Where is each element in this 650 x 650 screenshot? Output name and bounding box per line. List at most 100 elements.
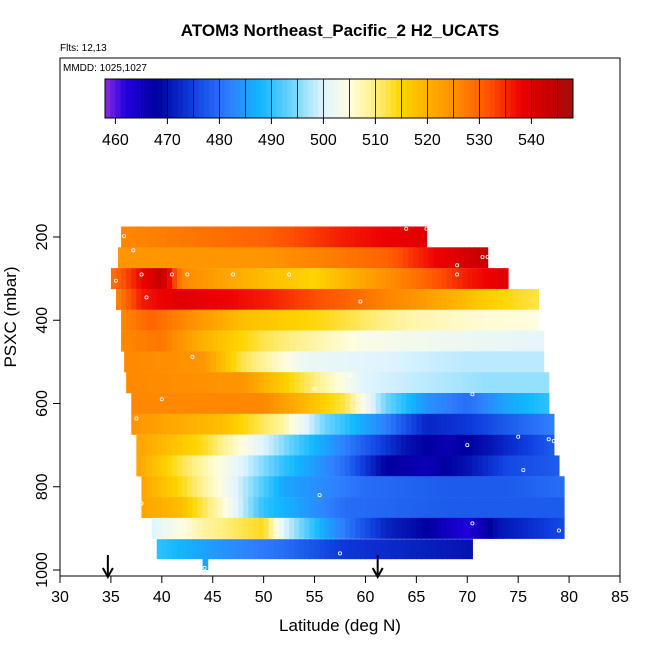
heatmap-cell (467, 455, 473, 477)
heatmap-cell (385, 455, 392, 477)
heatmap-cell (340, 539, 346, 560)
heatmap-cell (324, 476, 331, 498)
heatmap-cell (431, 330, 438, 352)
heatmap-cell (528, 309, 535, 331)
heatmap-cell (182, 330, 188, 352)
heatmap-row (156, 539, 473, 560)
heatmap-cell (207, 288, 214, 310)
heatmap-cell (337, 351, 344, 373)
heatmap-cell (253, 393, 260, 414)
heatmap-cell (375, 288, 382, 310)
heatmap-cell (197, 309, 204, 331)
heatmap-cell (278, 226, 285, 248)
heatmap-cell (314, 539, 321, 560)
heatmap-cell (365, 372, 372, 394)
heatmap-cell (214, 247, 221, 269)
colorbar-segment (198, 79, 205, 118)
heatmap-cell (457, 372, 463, 394)
heatmap-cell (182, 268, 188, 290)
heatmap-cell (304, 476, 311, 498)
heatmap-cell (182, 226, 188, 248)
heatmap-cell (263, 517, 270, 539)
arrow-head (371, 567, 384, 580)
colorbar-segment (552, 79, 558, 118)
heatmap-cell (482, 476, 489, 498)
heatmap-cell (182, 393, 188, 414)
heatmap-cell (426, 330, 433, 352)
heatmap-cell (548, 434, 555, 456)
heatmap-cell (177, 309, 183, 331)
heatmap-cell (273, 497, 280, 519)
heatmap-cell (278, 434, 285, 456)
heatmap-cell (304, 455, 311, 477)
heatmap-cell (363, 351, 370, 373)
heatmap-cell (289, 434, 295, 456)
heatmap-cell (314, 393, 321, 414)
heatmap-cell (342, 247, 348, 269)
heatmap-cell (390, 372, 397, 394)
heatmap-cell (553, 517, 560, 539)
heatmap-cell (304, 330, 311, 352)
heatmap-cell (508, 413, 514, 435)
heatmap-cell (177, 372, 183, 394)
heatmap-cell (348, 351, 354, 373)
heatmap-cell (302, 351, 309, 373)
heatmap-cell (350, 517, 356, 539)
heatmap-cell (518, 372, 524, 394)
heatmap-cell (518, 309, 524, 331)
heatmap-cell (202, 393, 209, 414)
heatmap-cell (373, 351, 380, 373)
heatmap-cell (197, 288, 204, 310)
heatmap-cell (217, 413, 224, 435)
heatmap-cell (423, 247, 430, 269)
heatmap-cell (243, 476, 249, 498)
heatmap-cell (210, 351, 217, 373)
heatmap-cell (441, 288, 448, 310)
colorbar-segment (526, 79, 532, 118)
heatmap-cell (202, 497, 209, 519)
heatmap-cell (385, 268, 392, 290)
heatmap-cell (202, 372, 209, 394)
heatmap-cell (319, 288, 326, 310)
heatmap-cell (345, 476, 351, 498)
heatmap-cell (353, 351, 359, 373)
heatmap-cell (146, 309, 153, 331)
heatmap-row (121, 309, 540, 331)
heatmap-cell (153, 247, 160, 269)
heatmap-cell (406, 413, 412, 435)
heatmap-cell (436, 309, 443, 331)
heatmap-cell (192, 434, 199, 456)
data-point (465, 443, 470, 448)
heatmap-cell (492, 372, 499, 394)
heatmap-cell (416, 330, 423, 352)
colorbar-segment (177, 79, 184, 118)
heatmap-cell (141, 476, 148, 498)
heatmap-cell (187, 476, 193, 498)
heatmap-cell (411, 517, 417, 539)
heatmap-cell (253, 413, 260, 435)
heatmap-cell (401, 309, 407, 331)
heatmap-cell (304, 517, 311, 539)
heatmap-cell (273, 393, 280, 414)
heatmap-cell (492, 517, 499, 539)
heatmap-cell (304, 434, 311, 456)
heatmap-cell (146, 268, 153, 290)
heatmap-cell (294, 413, 300, 435)
data-point (521, 468, 526, 473)
colorbar-segment (261, 79, 267, 118)
heatmap-cell (482, 413, 489, 435)
heatmap-cell (324, 497, 331, 519)
data-point (134, 416, 139, 421)
heatmap-cell (126, 226, 132, 248)
colorbar-segment (245, 79, 252, 118)
x-tick-label: 70 (458, 589, 476, 606)
heatmap-cell (258, 413, 265, 435)
heatmap-cell (314, 288, 321, 310)
colorbar-segment (500, 79, 506, 118)
heatmap-cell (408, 247, 414, 269)
heatmap-cell (441, 455, 448, 477)
heatmap-cell (314, 372, 321, 394)
heatmap-cell (187, 226, 193, 248)
heatmap-cell (558, 476, 565, 498)
heatmap-cell (141, 413, 148, 435)
